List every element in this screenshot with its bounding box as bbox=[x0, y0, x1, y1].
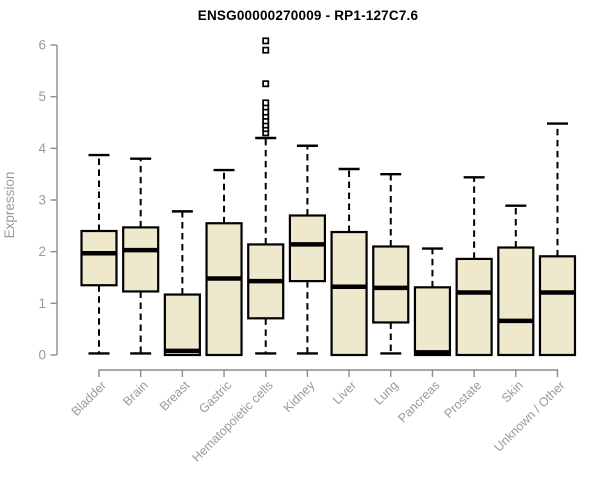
iqr-box bbox=[122, 226, 160, 293]
iqr-box bbox=[205, 222, 243, 357]
boxes-layer bbox=[80, 37, 577, 357]
boxplot-breast bbox=[163, 210, 201, 357]
iqr-box bbox=[497, 246, 535, 357]
x-category-label: Bladder bbox=[69, 378, 109, 418]
iqr-box bbox=[80, 229, 118, 287]
x-category-label: Gastric bbox=[196, 378, 234, 416]
boxplot-gastric bbox=[205, 168, 243, 357]
y-tick-label: 4 bbox=[38, 141, 46, 156]
boxplot-bladder bbox=[80, 153, 118, 355]
iqr-box bbox=[288, 214, 326, 283]
boxplot-pancreas bbox=[413, 247, 452, 357]
x-category-label: Pancreas bbox=[395, 378, 442, 425]
y-tick-label: 5 bbox=[38, 89, 46, 104]
y-tick-label: 3 bbox=[38, 193, 46, 208]
boxplot-kidney bbox=[288, 144, 326, 355]
x-category-label: Prostate bbox=[441, 378, 484, 421]
outlier-point bbox=[262, 37, 270, 45]
boxplot-skin bbox=[497, 204, 535, 357]
boxplot-prostate bbox=[455, 176, 493, 357]
iqr-box bbox=[413, 286, 452, 357]
outlier-point bbox=[262, 46, 270, 54]
x-category-label: Breast bbox=[157, 378, 193, 414]
iqr-box bbox=[455, 257, 493, 357]
y-axis-label: Expression bbox=[2, 172, 17, 239]
iqr-box bbox=[372, 245, 410, 324]
x-category-label: Brain bbox=[120, 378, 151, 409]
x-category-label: Kidney bbox=[281, 378, 318, 415]
y-tick-label: 0 bbox=[38, 348, 46, 363]
x-category-label: Hematopoietic cells bbox=[189, 378, 276, 465]
y-tick-label: 1 bbox=[38, 296, 46, 311]
boxplot-brain bbox=[122, 157, 160, 355]
outlier-point bbox=[262, 99, 270, 107]
boxplot-unknown-other bbox=[538, 122, 577, 357]
iqr-box bbox=[538, 255, 577, 357]
boxplot-liver bbox=[330, 167, 368, 357]
iqr-box bbox=[163, 293, 201, 357]
boxplot-hematopoietic-cells bbox=[247, 37, 285, 355]
x-category-label: Skin bbox=[499, 378, 526, 405]
x-category-label: Unknown / Other bbox=[491, 378, 567, 454]
x-category-label: Lung bbox=[371, 378, 401, 408]
y-tick-label: 2 bbox=[38, 244, 46, 259]
iqr-box bbox=[330, 230, 368, 357]
chart-title: ENSG00000270009 - RP1-127C7.6 bbox=[197, 8, 419, 23]
y-tick-label: 6 bbox=[38, 38, 46, 53]
boxplot-lung bbox=[372, 172, 410, 355]
x-category-label: Liver bbox=[330, 378, 359, 407]
outlier-point bbox=[262, 80, 270, 88]
